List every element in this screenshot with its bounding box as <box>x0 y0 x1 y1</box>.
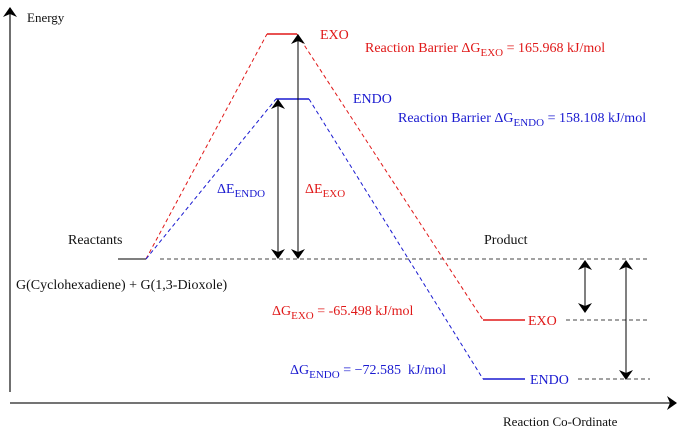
delta-e-endo-label: ΔEENDO <box>217 182 265 200</box>
endo-product-label: ENDO <box>530 373 569 388</box>
delta-e-exo-label: ΔEEXO <box>305 182 345 200</box>
exo-fall <box>296 33 484 321</box>
exo-barrier-label: Reaction Barrier ΔGEXO = 165.968 kJ/mol <box>365 41 605 59</box>
endo-rise <box>145 98 277 260</box>
exo-ts-label: EXO <box>320 28 349 43</box>
x-axis-label: Reaction Co-Ordinate <box>503 414 618 429</box>
reactants-formula: G(Cyclohexadiene) + G(1,3-Dioxole) <box>16 278 228 293</box>
reactants-label: Reactants <box>68 233 122 248</box>
endo-fall <box>308 98 484 380</box>
exo-product-label: EXO <box>528 314 557 329</box>
endo-ts-label: ENDO <box>353 92 392 107</box>
y-axis-label: Energy <box>27 10 65 25</box>
delta-g-endo-label: ΔGENDO = −72.585 kJ/mol <box>290 363 446 381</box>
product-label: Product <box>484 233 528 248</box>
exo-rise <box>145 33 268 260</box>
delta-g-exo-label: ΔGEXO = -65.498 kJ/mol <box>272 304 414 322</box>
endo-barrier-label: Reaction Barrier ΔGENDO = 158.108 kJ/mol <box>398 111 646 129</box>
